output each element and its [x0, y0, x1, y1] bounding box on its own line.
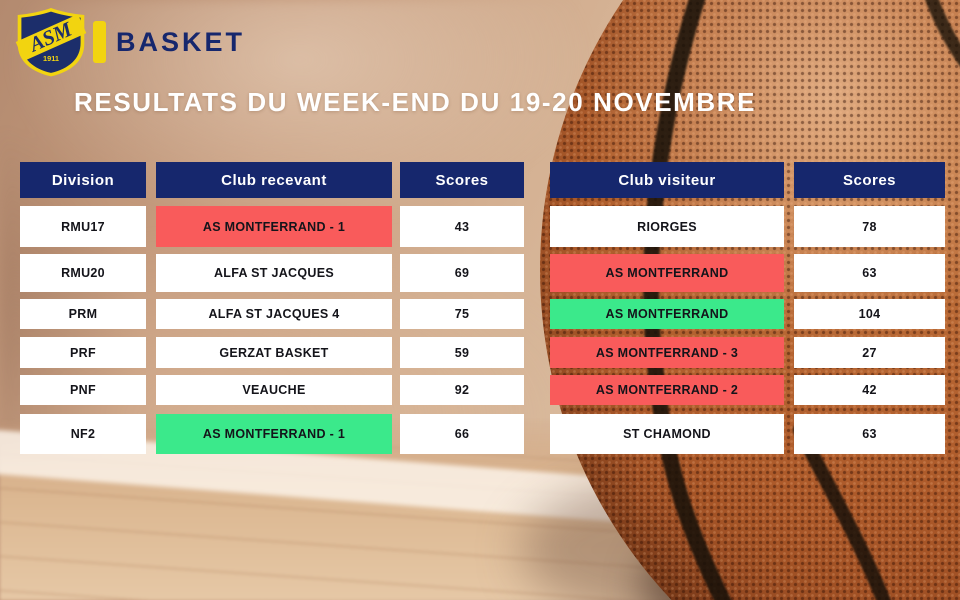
table-row: PRF GERZAT BASKET 59 AS MONTFERRAND - 3 …	[20, 337, 950, 368]
away-club-cell: AS MONTFERRAND - 3	[550, 337, 784, 368]
division-cell: PRM	[20, 299, 146, 329]
table-header-row: Division Club recevant Scores Club visit…	[20, 162, 950, 198]
logo-year: 1911	[43, 54, 59, 63]
away-club-cell: AS MONTFERRAND - 2	[550, 375, 784, 405]
away-club-cell: AS MONTFERRAND	[550, 254, 784, 292]
home-score-cell: 59	[400, 337, 524, 368]
logo-band	[15, 14, 87, 61]
brand-accent-bar	[93, 21, 106, 63]
table-row: RMU20 ALFA ST JACQUES 69 AS MONTFERRAND …	[20, 254, 950, 292]
home-score-cell: 69	[400, 254, 524, 292]
away-score-cell: 63	[794, 414, 945, 454]
home-club-cell: AS MONTFERRAND - 1	[156, 414, 392, 454]
home-score-cell: 43	[400, 206, 524, 247]
results-table: Division Club recevant Scores Club visit…	[20, 162, 950, 454]
home-club-cell: VEAUCHE	[156, 375, 392, 405]
table-row: RMU17 AS MONTFERRAND - 1 43 RIORGES 78	[20, 206, 950, 247]
page-title: RESULTATS DU WEEK-END DU 19-20 NOVEMBRE	[74, 87, 757, 117]
division-cell: PRF	[20, 337, 146, 368]
home-score-cell: 75	[400, 299, 524, 329]
division-cell: RMU17	[20, 206, 146, 247]
table-row: NF2 AS MONTFERRAND - 1 66 ST CHAMOND 63	[20, 414, 950, 454]
home-club-cell: GERZAT BASKET	[156, 337, 392, 368]
header-division: Division	[20, 162, 146, 198]
table-row: PRM ALFA ST JACQUES 4 75 AS MONTFERRAND …	[20, 299, 950, 329]
table-row: PNF VEAUCHE 92 AS MONTFERRAND - 2 42	[20, 375, 950, 405]
brand-name: BASKET	[116, 27, 246, 57]
away-score-cell: 42	[794, 375, 945, 405]
division-cell: PNF	[20, 375, 146, 405]
header-home-club: Club recevant	[156, 162, 392, 198]
division-cell: RMU20	[20, 254, 146, 292]
division-cell: NF2	[20, 414, 146, 454]
home-club-cell: ALFA ST JACQUES 4	[156, 299, 392, 329]
away-score-cell: 27	[794, 337, 945, 368]
home-score-cell: 92	[400, 375, 524, 405]
away-club-cell: RIORGES	[550, 206, 784, 247]
away-score-cell: 63	[794, 254, 945, 292]
header-away-club: Club visiteur	[550, 162, 784, 198]
away-club-cell: AS MONTFERRAND	[550, 299, 784, 329]
asm-club-logo: ASM 1911	[15, 7, 87, 77]
home-score-cell: 66	[400, 414, 524, 454]
home-club-cell: ALFA ST JACQUES	[156, 254, 392, 292]
header-away-score: Scores	[794, 162, 945, 198]
away-club-cell: ST CHAMOND	[550, 414, 784, 454]
away-score-cell: 78	[794, 206, 945, 247]
header-home-score: Scores	[400, 162, 524, 198]
away-score-cell: 104	[794, 299, 945, 329]
home-club-cell: AS MONTFERRAND - 1	[156, 206, 392, 247]
